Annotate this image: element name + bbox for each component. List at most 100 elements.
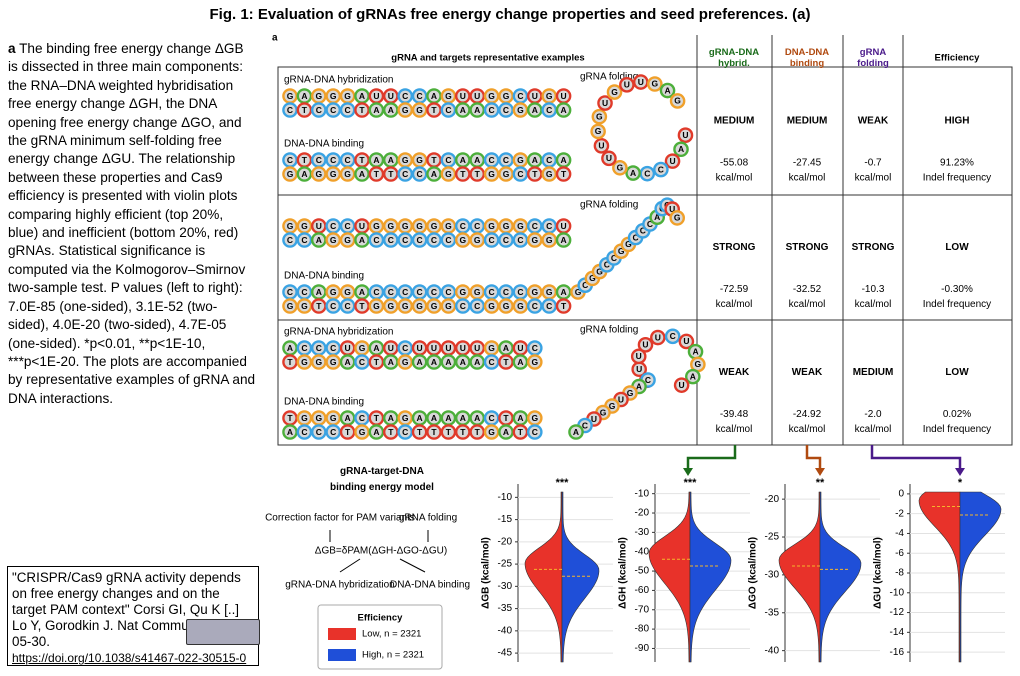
nucleotide-letter: G bbox=[488, 91, 495, 101]
nucleotide-letter: G bbox=[503, 169, 510, 179]
nucleotide-letter: T bbox=[431, 155, 437, 165]
nucleotide bbox=[555, 166, 572, 182]
nucleotide-letter: A bbox=[316, 287, 322, 297]
nucleotide bbox=[454, 102, 471, 118]
y-tick-label: -10 bbox=[498, 492, 513, 503]
nucleotide-letter: C bbox=[402, 287, 408, 297]
table-frame bbox=[277, 66, 1013, 446]
citation: "CRISPR/Cas9 gRNA activity depends on fr… bbox=[7, 566, 260, 666]
violin-low bbox=[524, 491, 563, 663]
nucleotide bbox=[498, 102, 514, 118]
nucleotide-letter: C bbox=[460, 221, 466, 231]
nucleotide-letter: G bbox=[344, 169, 351, 179]
nucleotide bbox=[382, 298, 399, 314]
citation-text: "CRISPR/Cas9 gRNA activity depends on fr… bbox=[12, 570, 241, 649]
nucleotide-letter: U bbox=[636, 351, 642, 361]
nucleotide-letter: A bbox=[388, 155, 394, 165]
nucleotide-letter: G bbox=[595, 126, 602, 136]
nucleotide-letter: G bbox=[596, 111, 603, 121]
nucleotide-letter: A bbox=[373, 427, 379, 437]
nucleotide-letter: C bbox=[582, 420, 588, 430]
nucleotide-letter: A bbox=[532, 155, 538, 165]
nucleotide-letter: G bbox=[402, 155, 409, 165]
nucleotide-letter: G bbox=[315, 169, 322, 179]
nucleotide-letter: C bbox=[287, 235, 293, 245]
energy-value: -10.3 bbox=[862, 284, 885, 295]
caption-text: The binding free energy change ΔGB is di… bbox=[8, 41, 256, 406]
nucleotide-letter: G bbox=[315, 413, 322, 423]
energy-value: -72.59 bbox=[720, 284, 749, 295]
efficiency-unit: Indel frequency bbox=[923, 173, 991, 184]
nucleotide-letter: G bbox=[402, 357, 409, 367]
nucleotide-letter: G bbox=[301, 357, 308, 367]
y-tick-label: -30 bbox=[765, 570, 780, 581]
nucleotide-letter: A bbox=[474, 357, 480, 367]
nucleotide-letter: T bbox=[359, 155, 365, 165]
nucleotide bbox=[454, 232, 471, 248]
nucleotide-letter: G bbox=[416, 221, 423, 231]
nucleotide-letter: A bbox=[636, 381, 642, 391]
nucleotide-letter: G bbox=[402, 221, 409, 231]
nucleotide-letter: U bbox=[561, 91, 567, 101]
nucleotide bbox=[669, 93, 686, 109]
nucleotide bbox=[527, 424, 543, 440]
nucleotide-letter: C bbox=[330, 155, 336, 165]
nucleotide-letter: A bbox=[359, 169, 365, 179]
nucleotide-letter: C bbox=[402, 169, 408, 179]
nucleotide-letter: U bbox=[669, 156, 675, 166]
nucleotide-letter: C bbox=[301, 235, 307, 245]
nucleotide-letter: C bbox=[582, 280, 588, 290]
y-tick-label: -35 bbox=[498, 603, 513, 614]
nucleotide-letter: C bbox=[611, 253, 617, 263]
y-tick-label: -10 bbox=[890, 587, 905, 598]
caption-label: a bbox=[8, 41, 16, 56]
y-tick-label: -15 bbox=[498, 514, 513, 525]
nucleotide-letter: A bbox=[503, 427, 509, 437]
nucleotide-letter: G bbox=[344, 287, 351, 297]
nucleotide-letter: T bbox=[561, 301, 567, 311]
nucleotide bbox=[630, 348, 647, 365]
nucleotide-letter: C bbox=[287, 105, 293, 115]
nucleotide-letter: C bbox=[517, 235, 523, 245]
nucleotide-letter: G bbox=[301, 301, 308, 311]
nucleotide bbox=[590, 123, 606, 140]
nucleotide-letter: G bbox=[531, 287, 538, 297]
legend-swatch bbox=[328, 649, 356, 661]
nucleotide-letter: C bbox=[670, 331, 676, 341]
y-tick-label: -70 bbox=[635, 604, 650, 615]
nucleotide-letter: G bbox=[402, 105, 409, 115]
nucleotide-letter: G bbox=[546, 169, 553, 179]
nucleotide-letter: C bbox=[489, 287, 495, 297]
arrow bbox=[686, 445, 737, 470]
nucleotide-letter: U bbox=[682, 130, 688, 140]
nucleotide-letter: A bbox=[561, 235, 567, 245]
citation-link[interactable]: https://doi.org/10.1038/s41467-022-30515… bbox=[12, 651, 247, 665]
nucleotide-letter: G bbox=[575, 287, 582, 297]
nucleotide-letter: U bbox=[460, 343, 466, 353]
nucleotide-letter: C bbox=[517, 91, 523, 101]
caption: a The binding free energy change ΔGB is … bbox=[8, 40, 256, 408]
nucleotide-letter: A bbox=[388, 413, 394, 423]
y-tick-label: -6 bbox=[895, 548, 904, 559]
nucleotide-letter: C bbox=[417, 91, 423, 101]
nucleotide-letter: G bbox=[488, 301, 495, 311]
legend-label: High, n = 2321 bbox=[362, 650, 424, 661]
efficiency-unit: Indel frequency bbox=[923, 299, 991, 310]
model-text: gRNA folding bbox=[399, 513, 457, 524]
nucleotide-letter: G bbox=[445, 301, 452, 311]
nucleotide-letter: C bbox=[460, 301, 466, 311]
nucleotide-letter: A bbox=[460, 105, 466, 115]
nucleotide-letter: G bbox=[546, 235, 553, 245]
nucleotide-letter: G bbox=[416, 301, 423, 311]
nucleotide-letter: G bbox=[402, 301, 409, 311]
nucleotide bbox=[653, 161, 669, 178]
nucleotide-letter: U bbox=[561, 221, 567, 231]
efficiency-unit: Indel frequency bbox=[923, 424, 991, 435]
y-tick-label: -12 bbox=[890, 607, 905, 618]
nucleotide bbox=[454, 354, 471, 370]
nucleotide-letter: C bbox=[287, 155, 293, 165]
nucleotide-letter: U bbox=[431, 343, 437, 353]
nucleotide-letter: G bbox=[503, 301, 510, 311]
